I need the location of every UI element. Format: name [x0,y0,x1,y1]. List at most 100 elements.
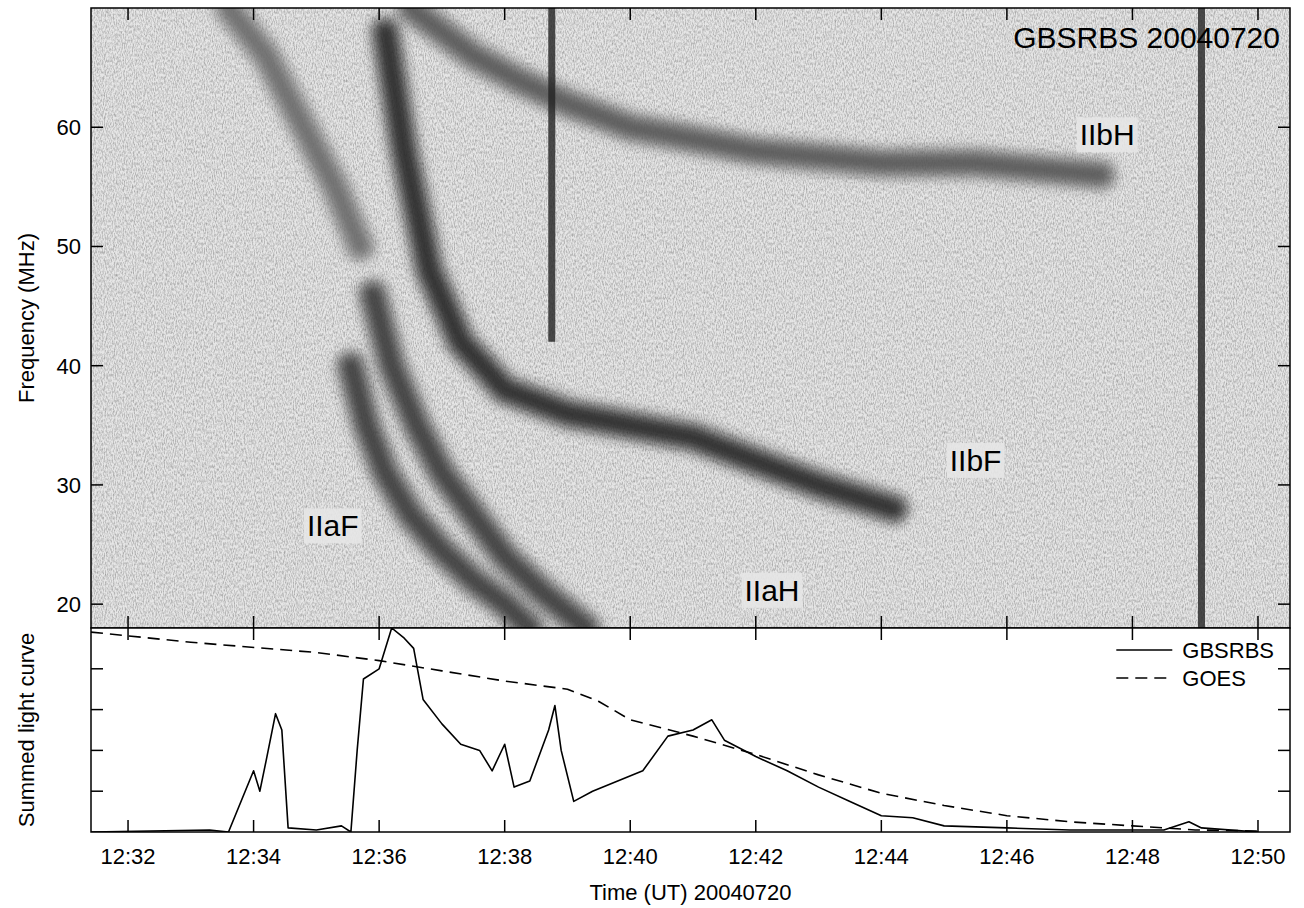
x-tick [253,628,255,640]
x-tick [881,616,883,628]
spectrum-noise [91,8,1290,628]
y-tick [1278,790,1290,792]
x-tick [504,8,506,20]
x-tick [127,8,129,20]
x-tick [1257,8,1259,20]
y-tick [91,709,103,711]
x-tick [755,616,757,628]
y-tick [1278,484,1290,486]
x-tick [378,628,380,640]
lane-label: IIbF [950,444,1002,477]
y-tick [1278,709,1290,711]
y-axis-title: Frequency (MHz) [14,233,39,403]
y-tick [1278,126,1290,128]
x-tick [629,628,631,640]
x-tick [755,628,757,640]
y-tick [91,603,103,605]
y-tick [91,668,103,670]
burst-lane [228,8,360,246]
x-tick-label: 12:48 [1105,844,1160,869]
x-axis-title: Time (UT) 20040720 [589,880,791,905]
legend-sample [1116,677,1172,679]
curves [91,628,1258,832]
legend-label: GBSRBS [1182,638,1274,663]
legend-sample [1116,649,1172,651]
title: GBSRBS 20040720 [1013,21,1280,54]
light-curve [91,632,1258,831]
x-tick [1132,628,1134,640]
lane-halo [228,8,360,246]
burst-line [1198,8,1205,628]
burst-lane [411,8,1102,175]
light-curve [91,628,1258,832]
x-tick [504,616,506,628]
y-tick [1278,750,1290,752]
y-tick-label: 20 [57,592,81,617]
lane-halo [385,32,893,509]
label-patch [947,443,1005,478]
x-tick [378,8,380,20]
x-tick [881,8,883,20]
x-tick [1132,820,1134,832]
burst-lane [385,32,893,509]
y-tick [1278,246,1290,248]
y-tick [91,246,103,248]
y-tick [1278,603,1290,605]
x-tick [253,616,255,628]
legend-label: GOES [1182,666,1246,691]
x-tick [253,820,255,832]
x-tick [629,616,631,628]
x-tick [127,820,129,832]
x-tick-label: 12:42 [728,844,783,869]
x-tick [504,820,506,832]
axes: 2030405060Frequency (MHz) [14,8,1290,628]
lanes [228,8,1201,628]
chart: IIaFIIaHIIbFIIbHGBSRBS 20040720203040506… [0,0,1304,908]
x-tick-label: 12:32 [101,844,156,869]
spectrum-background [91,8,1290,628]
x-tick [1006,8,1008,20]
y-tick-label: 50 [57,234,81,259]
x-tick [1257,820,1259,832]
lane-halo [411,8,1102,175]
x-tick [1132,8,1134,20]
x-tick-label: 12:34 [226,844,281,869]
x-tick [881,628,883,640]
x-tick [253,8,255,20]
y-tick [91,365,103,367]
x-tick [755,820,757,832]
y-tick-label: 30 [57,473,81,498]
x-tick [755,8,757,20]
x-tick-label: 12:50 [1230,844,1285,869]
plot-background [91,628,1290,832]
label-patch [1077,117,1138,152]
x-tick [1006,820,1008,832]
x-tick [378,616,380,628]
label-patch [741,573,802,608]
lane-label: IIaH [744,574,799,607]
axes: 12:3212:3412:3612:3812:4012:4212:4412:46… [14,628,1290,905]
x-tick [1257,616,1259,628]
x-tick [1132,616,1134,628]
legend: GBSRBS GOES [1116,638,1274,691]
x-tick [629,8,631,20]
y-tick [91,790,103,792]
y-tick [1278,365,1290,367]
x-tick [127,616,129,628]
lane-label: IIbH [1080,118,1135,151]
y-axis-title: Summed light curve [14,633,39,827]
x-tick-label: 12:46 [979,844,1034,869]
y-tick [1278,668,1290,670]
y-tick [91,484,103,486]
x-tick [1006,628,1008,640]
y-tick [91,126,103,128]
lane-label: IIaF [307,509,359,542]
x-tick [127,628,129,640]
y-tick-label: 60 [57,115,81,140]
x-tick-label: 12:44 [854,844,909,869]
annotations: IIaF IIaH IIbF IIbH [304,117,1138,607]
frame [91,628,1290,832]
x-tick-label: 12:36 [352,844,407,869]
x-tick-label: 12:40 [603,844,658,869]
x-tick [378,820,380,832]
